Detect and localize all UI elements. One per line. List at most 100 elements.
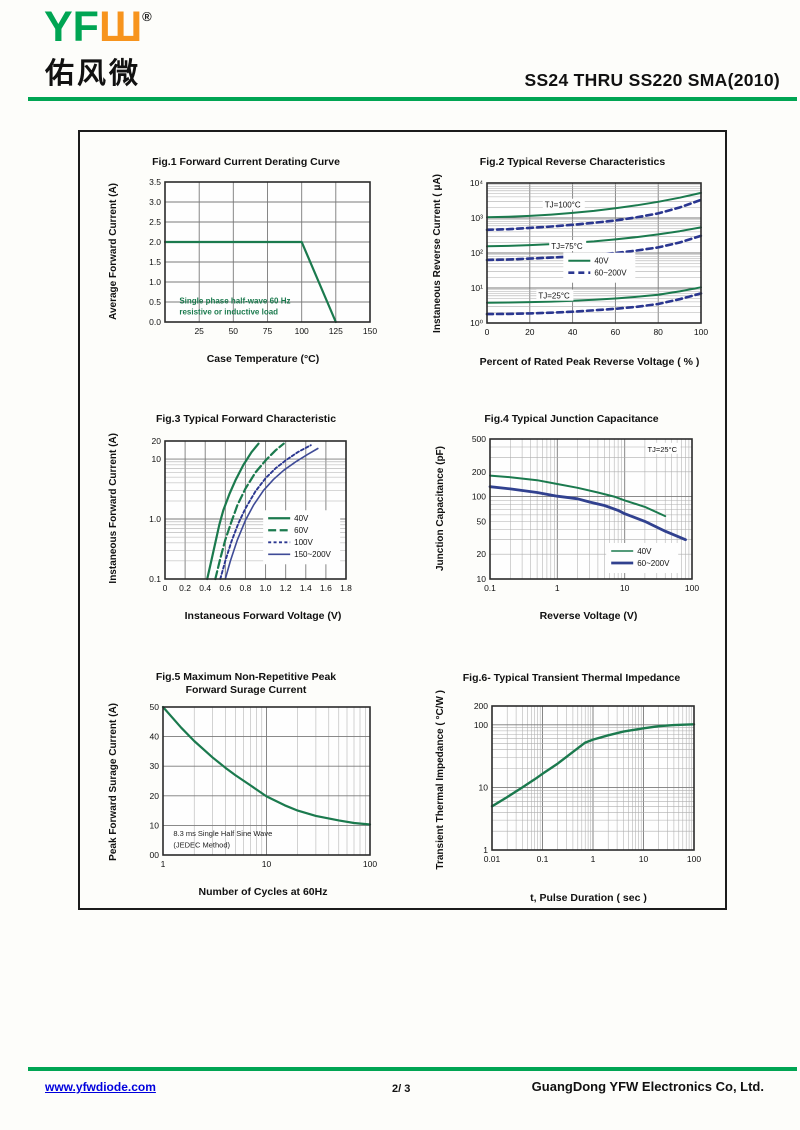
x-tick-label: 0.1 xyxy=(484,583,496,593)
legend-label: 60~200V xyxy=(594,269,627,278)
legend-label: 40V xyxy=(637,546,652,555)
y-tick-label: 200 xyxy=(472,466,486,476)
annotation: resistive or inductive load xyxy=(179,307,278,316)
x-tick-label: 0 xyxy=(485,327,490,337)
y-tick-label: 100 xyxy=(472,491,486,501)
series-tj100-60-200v xyxy=(485,198,703,232)
series-tj25-60-200v xyxy=(485,292,703,316)
series-tj100-40v xyxy=(486,191,702,219)
figure-3-x-axis-label: Instaneous Forward Voltage (V) xyxy=(184,609,342,622)
y-tick-label: 10 xyxy=(150,821,160,831)
figure-1-x-axis-label: Case Temperature (°C) xyxy=(206,352,320,365)
figure-6-x-axis-label: t, Pulse Duration ( sec ) xyxy=(530,892,647,905)
x-tick-label: 10 xyxy=(639,854,649,864)
plot-frame xyxy=(486,182,702,324)
series-vf-40v xyxy=(206,442,260,580)
x-tick-label: 1.8 xyxy=(340,583,352,593)
x-tick-label: 1 xyxy=(555,583,560,593)
figure-6-chart-canvas: 0.01 0.1 1 10 100 1 10 100 200 xyxy=(474,701,702,864)
x-tick-label: 0.1 xyxy=(537,854,549,864)
series-vf-100v xyxy=(219,443,312,580)
footer-divider xyxy=(28,1067,797,1071)
y-tick-label: 3.5 xyxy=(149,177,161,187)
y-tick-label: 1.0 xyxy=(149,514,161,524)
series-tj25-40v xyxy=(486,286,702,304)
annotation: Single phase half-wave 60 Hz xyxy=(179,296,290,305)
figure-4-x-axis-label: Reverse Voltage (V) xyxy=(539,609,638,622)
figure-4-chart-canvas: TJ=25°C 40V 60~200V 0.1 1 10 100 10 20 50 100 200 50… xyxy=(472,434,700,593)
y-tick-label: 10³ xyxy=(471,213,483,223)
x-tick-label: 0.6 xyxy=(219,583,231,593)
annotation: TJ=75°C xyxy=(551,242,583,251)
x-tick-label: 0.2 xyxy=(179,583,191,593)
y-tick-label: 10⁴ xyxy=(470,178,483,188)
x-tick-label: 0.01 xyxy=(484,854,501,864)
series-vf-60v xyxy=(214,442,285,580)
annotation-bg xyxy=(542,198,585,210)
figure-2: Fig.2 Typical Reverse Characteristics In… xyxy=(420,156,725,368)
x-tick-label: 1 xyxy=(591,854,596,864)
website-link[interactable]: www.yfwdiode.com xyxy=(45,1080,156,1094)
legend-label: 60~200V xyxy=(637,558,670,567)
y-tick-label: 40 xyxy=(150,732,160,742)
figure-5-y-axis-label: Peak Forward Surage Current (A) xyxy=(108,703,119,862)
x-tick-label: 25 xyxy=(194,326,204,336)
y-tick-label: 500 xyxy=(472,434,486,444)
figure-4-title: Fig.4 Typical Junction Capacitance xyxy=(484,413,659,425)
x-tick-label: 125 xyxy=(329,326,343,336)
series-tj75-40v xyxy=(486,226,702,248)
y-tick-label: 0.0 xyxy=(149,317,161,327)
x-tick-label: 20 xyxy=(525,327,535,337)
plot-frame xyxy=(162,706,371,856)
figure-6-y-axis-label: Transient Thermal Impedance ( °C/W ) xyxy=(435,689,446,870)
annotation-bg xyxy=(645,442,681,454)
y-tick-label: 20 xyxy=(150,791,160,801)
x-tick-label: 50 xyxy=(229,326,239,336)
document-title: SS24 THRU SS220 SMA(2010) xyxy=(524,70,780,90)
plot-frame xyxy=(164,439,347,580)
annotation: (JEDEC Method) xyxy=(173,841,230,850)
annotation-bg xyxy=(549,240,587,252)
x-tick-label: 60 xyxy=(611,327,621,337)
yfw-logo: YFШ® xyxy=(44,6,152,49)
series-cj-40v xyxy=(489,474,667,517)
x-tick-label: 10 xyxy=(620,583,630,593)
series-surge-current xyxy=(161,706,372,826)
annotation: 8.3 ms Single Half Sine Wave xyxy=(173,829,272,838)
y-tick-label: 10¹ xyxy=(471,283,483,293)
y-tick-label: 2.0 xyxy=(149,237,161,247)
x-tick-label: 1.2 xyxy=(280,583,292,593)
y-tick-label: 3.0 xyxy=(149,197,161,207)
figure-5-title: Fig.5 Maximum Non-Repetitive Peak xyxy=(155,671,337,683)
annotation-bg xyxy=(536,289,574,301)
y-tick-label: 10 xyxy=(477,574,487,584)
x-tick-label: 1.0 xyxy=(260,583,272,593)
figure-5-title-line2: Forward Surage Current xyxy=(185,683,307,696)
y-tick-label: 20 xyxy=(477,549,487,559)
figure-6-title: Fig.6- Typical Transient Thermal Impedan… xyxy=(462,672,681,684)
y-tick-label: 50 xyxy=(150,702,160,712)
annotation: TJ=100°C xyxy=(545,201,581,210)
series-average-forward-current xyxy=(163,240,337,323)
figure-6: Fig.6- Typical Transient Thermal Impedan… xyxy=(423,672,720,904)
figure-3-y-axis-label: Instaneous Forward Current (A) xyxy=(108,433,119,584)
y-tick-label: 1.5 xyxy=(149,257,161,267)
figure-2-y-axis-label: Instaneous Reverse Current ( μA) xyxy=(432,173,443,333)
figure-5-chart-canvas: 8.3 ms Single Half Sine Wave (JEDEC Metho… xyxy=(150,702,378,869)
x-tick-label: 100 xyxy=(363,859,377,869)
series-thermal-impedance xyxy=(490,723,696,808)
figure-3-title: Fig.3 Typical Forward Characteristic xyxy=(155,413,337,425)
annotation: TJ=25°C xyxy=(538,292,570,301)
registered-trademark-icon: ® xyxy=(142,9,152,24)
legend-bg xyxy=(606,542,679,573)
figure-2-x-axis-label: Percent of Rated Peak Reverse Voltage ( … xyxy=(479,355,700,368)
figure-2-title: Fig.2 Typical Reverse Characteristics xyxy=(479,156,666,168)
x-tick-label: 10 xyxy=(262,859,272,869)
x-tick-label: 1.6 xyxy=(320,583,332,593)
figure-5: Fig.5 Maximum Non-Repetitive Peak Forwar… xyxy=(96,671,396,898)
y-tick-label: 10 xyxy=(479,783,489,793)
legend-label: 60V xyxy=(294,526,309,535)
y-tick-label: 10² xyxy=(471,248,483,258)
y-tick-label: 20 xyxy=(152,436,162,446)
